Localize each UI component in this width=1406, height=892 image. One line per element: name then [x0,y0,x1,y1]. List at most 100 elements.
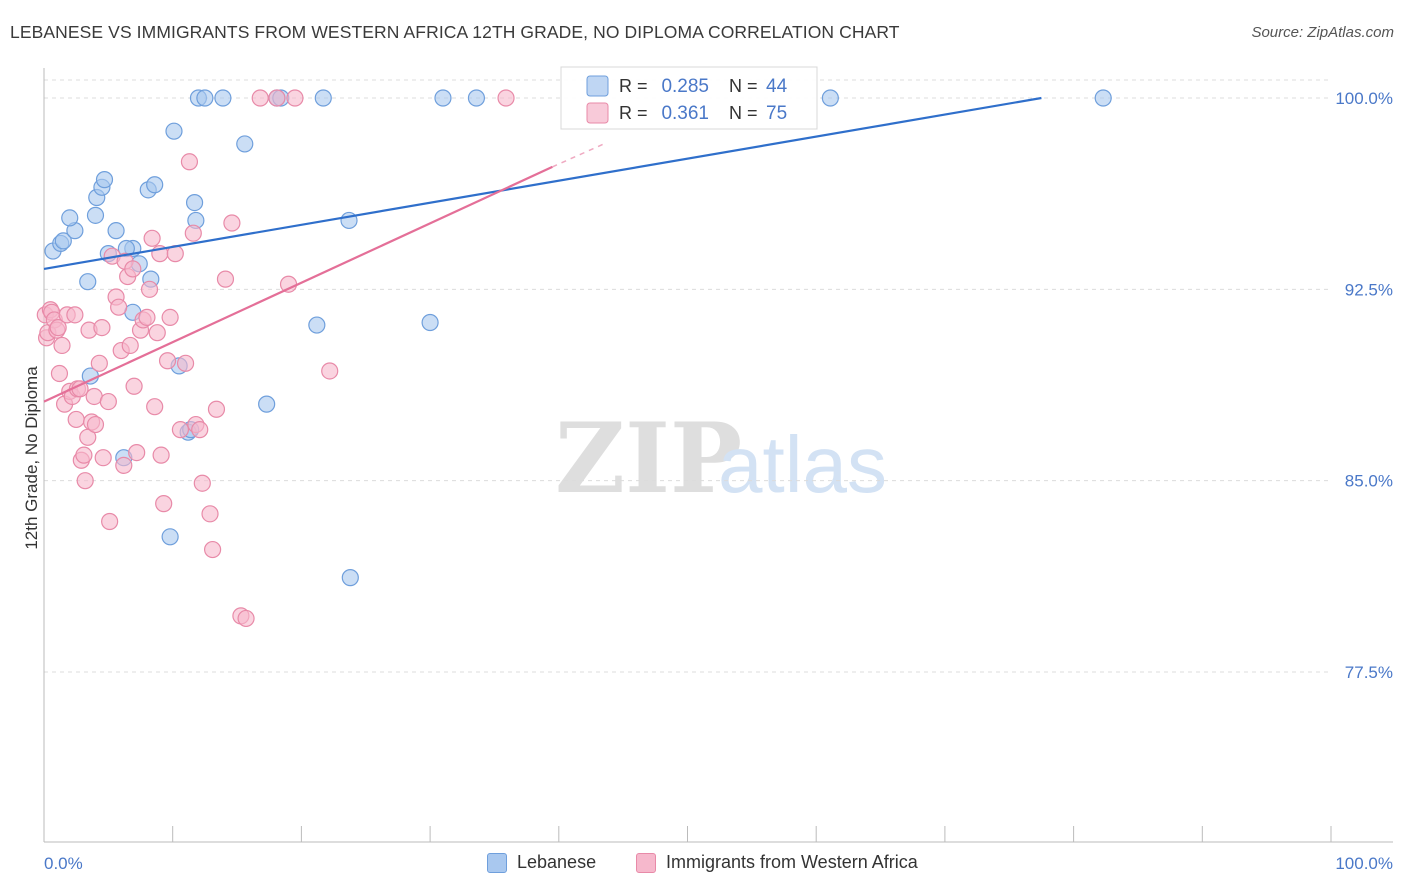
trendline-lebanese [43,96,1042,271]
point-lebanese [54,232,72,250]
point-lebanese [161,528,179,546]
point-lebanese [434,89,452,107]
point-lebanese [185,193,204,212]
y-tick-label: 77.5% [1345,663,1393,682]
stats-legend-n-value: 75 [766,103,787,124]
bottom-legend-item-western-africa[interactable]: Immigrants from Western Africa [636,852,918,873]
point-western-africa [115,456,133,474]
point-lebanese [236,135,254,153]
point-lebanese [86,206,105,224]
point-western-africa [171,421,190,439]
bottom-legend-swatch-western-africa [636,852,656,873]
point-western-africa [155,495,173,513]
point-lebanese [308,316,326,334]
source-label: Source: ZipAtlas.com [1251,24,1394,41]
point-western-africa [184,224,202,242]
point-lebanese [1094,89,1112,107]
point-western-africa [93,319,111,337]
x-tick-label-start: 0.0% [44,854,83,873]
point-western-africa [75,446,93,464]
stats-legend-r-value: 0.361 [661,103,709,124]
point-western-africa [67,410,85,429]
point-western-africa [180,153,199,171]
point-western-africa [76,472,94,490]
point-western-africa [101,512,119,531]
stats-legend: R = 0.285 N = 44 R = 0.361 N = 75 [560,66,818,130]
point-western-africa [110,298,128,316]
point-lebanese [196,89,214,107]
point-western-africa [191,421,209,439]
point-western-africa [50,364,69,383]
point-lebanese [95,171,114,189]
stats-legend-r-value: 0.285 [661,76,709,97]
y-axis-label: 12th Grade, No Diploma [22,366,41,550]
point-western-africa [128,444,146,462]
point-western-africa [140,280,159,298]
bottom-legend-swatch-lebanese [487,852,507,873]
point-lebanese [314,89,332,107]
y-tick-label: 85.0% [1345,472,1393,491]
point-western-africa [49,319,67,337]
point-western-africa [99,392,117,411]
point-western-africa [286,89,304,107]
point-western-africa [497,89,515,107]
point-lebanese [421,313,439,332]
point-western-africa [161,308,179,326]
bottom-legend-label-western-africa: Immigrants from Western Africa [666,852,918,872]
point-western-africa [148,324,166,342]
point-western-africa [138,308,156,326]
point-lebanese [61,209,79,227]
watermark-atlas: atlas [718,420,887,509]
point-western-africa [125,377,143,395]
y-tick-label: 92.5% [1345,280,1393,299]
trendline-western-africa-extension [552,143,605,168]
point-western-africa [321,362,339,380]
point-western-africa [237,609,255,628]
point-western-africa [268,89,286,107]
bottom-legend: Lebanese Immigrants from Western Africa [0,852,1406,878]
point-western-africa [158,352,177,370]
stats-legend-r-label: R = [619,103,648,123]
point-western-africa [193,474,211,492]
point-western-africa [176,354,195,372]
point-western-africa [251,89,269,107]
bottom-legend-item-lebanese[interactable]: Lebanese [487,852,596,873]
point-western-africa [143,229,161,247]
point-lebanese [107,222,125,240]
y-tick-label: 100.0% [1335,89,1393,108]
point-lebanese [341,569,359,587]
point-lebanese [79,273,97,291]
stats-legend-n-value: 44 [766,76,788,97]
point-western-africa [203,540,222,559]
point-lebanese [165,122,183,140]
point-western-africa [90,354,108,372]
point-western-africa [66,306,84,324]
point-western-africa [124,260,142,278]
stats-legend-swatch [586,75,609,97]
point-western-africa [207,400,226,418]
x-tick-label-end: 100.0% [1335,854,1393,873]
point-lebanese [467,89,486,107]
point-western-africa [146,398,164,416]
stats-legend-r-label: R = [619,76,648,96]
point-western-africa [201,505,219,523]
stats-legend-n-label: N = [729,76,758,96]
point-western-africa [121,336,139,355]
chart-title: LEBANESE VS IMMIGRANTS FROM WESTERN AFRI… [10,22,900,42]
point-western-africa [94,449,112,467]
point-western-africa [86,415,105,434]
bottom-legend-label-lebanese: Lebanese [517,852,597,872]
point-lebanese [146,176,164,194]
watermark-zip: ZIP [555,402,742,515]
stats-legend-n-label: N = [729,103,758,123]
trendline-western-africa [43,165,553,403]
point-lebanese [258,395,276,413]
point-western-africa [53,336,71,355]
point-lebanese [214,89,232,107]
point-western-africa [223,214,241,232]
stats-legend-swatch [586,102,609,124]
point-lebanese [821,89,839,107]
point-western-africa [152,446,170,464]
point-western-africa [216,270,235,288]
